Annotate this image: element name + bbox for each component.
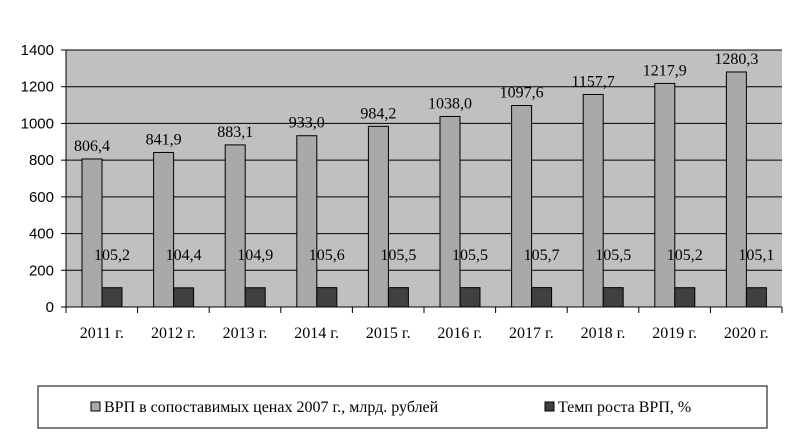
legend-swatch-vrp — [90, 401, 101, 412]
data-label-vrp: 1097,6 — [500, 85, 544, 102]
legend: ВРП в сопоставимых ценах 2007 г., млрд. … — [37, 385, 768, 429]
legend-label-vrp: ВРП в сопоставимых ценах 2007 г., млрд. … — [104, 399, 439, 416]
bar-growth — [316, 287, 338, 308]
bar-growth — [173, 287, 195, 308]
y-tick-label: 200 — [29, 262, 54, 279]
x-tick-label: 2018 г. — [581, 325, 626, 342]
y-tick-label: 1200 — [21, 79, 54, 96]
data-label-growth: 105,2 — [667, 247, 703, 264]
data-label-vrp: 806,4 — [74, 138, 110, 155]
bar-vrp — [725, 71, 747, 308]
data-label-vrp: 1217,9 — [643, 62, 687, 79]
bar-growth — [387, 287, 409, 308]
bars — [81, 71, 767, 308]
data-label-growth: 105,5 — [595, 247, 631, 264]
y-tick-label: 600 — [29, 189, 54, 206]
y-tick-label: 1400 — [21, 42, 54, 59]
data-label-vrp: 883,1 — [217, 124, 253, 141]
bar-growth — [745, 287, 767, 308]
bar-vrp — [367, 125, 389, 308]
bar-growth — [674, 287, 696, 308]
legend-box — [37, 385, 768, 429]
legend-label-growth: Темп роста ВРП, % — [558, 399, 691, 416]
bar-growth — [101, 287, 123, 308]
legend-swatch-growth — [544, 401, 555, 412]
bar-growth — [244, 287, 266, 308]
bar-vrp — [296, 135, 318, 308]
data-label-growth: 105,2 — [94, 247, 130, 264]
x-tick-label: 2012 г. — [151, 325, 196, 342]
bar-vrp — [511, 105, 533, 308]
data-label-vrp: 1280,3 — [714, 51, 758, 68]
bar-vrp — [582, 93, 604, 308]
data-label-growth: 105,6 — [309, 247, 345, 264]
y-tick-label: 0 — [46, 299, 54, 316]
x-axis: 2011 г. 2012 г. 2013 г. 2014 г. 2015 г. 2016 … — [65, 306, 783, 342]
y-axis: 0 200 400 600 800 1000 1200 1400 — [21, 42, 67, 316]
x-tick-label: 2013 г. — [223, 325, 268, 342]
bar-growth — [531, 287, 553, 308]
x-tick-label: 2020 г. — [724, 325, 769, 342]
data-label-vrp: 1038,0 — [428, 95, 472, 112]
x-tick-label: 2011 г. — [80, 325, 124, 342]
data-label-vrp: 841,9 — [146, 131, 182, 148]
bar-vrp — [81, 158, 103, 308]
data-label-vrp: 984,2 — [360, 105, 396, 122]
bar-growth — [602, 287, 624, 308]
x-tick-label: 2015 г. — [366, 325, 411, 342]
data-label-vrp: 1157,7 — [571, 73, 614, 90]
data-label-growth: 104,9 — [237, 247, 273, 264]
y-tick-label: 800 — [29, 152, 54, 169]
bar-vrp — [654, 82, 676, 308]
bar-vrp — [224, 144, 246, 308]
data-label-vrp: 933,0 — [289, 115, 325, 132]
data-label-growth: 105,7 — [524, 247, 560, 264]
bar-vrp — [153, 151, 175, 308]
y-tick-label: 400 — [29, 226, 54, 243]
x-tick-label: 2014 г. — [294, 325, 339, 342]
data-labels: 806,4 105,2 841,9 104,4 883,1 104,9 933,0 105,6… — [74, 51, 774, 264]
y-tick-label: 1000 — [21, 115, 54, 132]
data-label-growth: 105,5 — [452, 247, 488, 264]
data-label-growth: 104,4 — [166, 247, 202, 264]
data-label-growth: 105,5 — [380, 247, 416, 264]
bar-vrp — [439, 115, 461, 308]
x-tick-label: 2016 г. — [437, 325, 482, 342]
bar-growth — [459, 287, 481, 308]
data-label-growth: 105,1 — [738, 247, 774, 264]
x-tick-label: 2019 г. — [652, 325, 697, 342]
x-tick-label: 2017 г. — [509, 325, 554, 342]
